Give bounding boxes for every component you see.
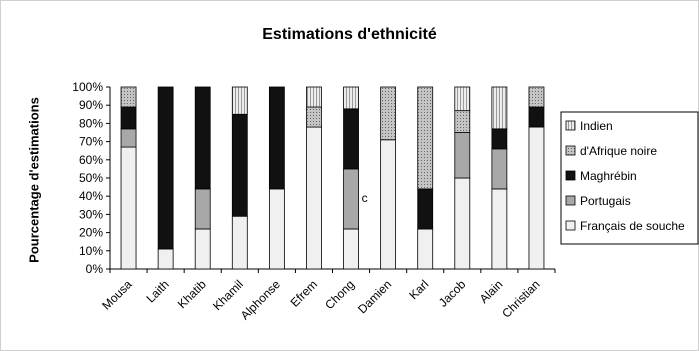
bar-segment — [491, 86, 508, 130]
bar-segment — [491, 128, 508, 150]
bar-segment — [194, 86, 211, 190]
legend-label: Portugais — [580, 194, 631, 208]
x-tick-label: Alain — [477, 277, 506, 306]
chart-title: Estimations d'ethnicité — [262, 26, 437, 43]
bar-segment — [454, 110, 471, 133]
y-tick-label: 10% — [79, 244, 103, 258]
annotation-text: c — [362, 191, 368, 205]
bar-segment — [343, 108, 359, 170]
y-tick-label: 30% — [79, 207, 103, 221]
bar-segment — [417, 188, 434, 230]
bar-segment — [306, 106, 322, 128]
bar-segment — [194, 228, 211, 270]
bar-segment — [380, 86, 397, 141]
axes: 0% 10% 20% 30% 40% 50% 60% 70% 80% 90% 100% — [72, 80, 556, 276]
legend-label: Français de souche — [580, 219, 685, 233]
bar-segment — [528, 86, 545, 108]
bar-segment — [120, 146, 137, 270]
legend-label: Maghrébin — [580, 169, 637, 183]
bar-segment — [194, 188, 211, 230]
bar-segment — [157, 248, 174, 270]
bar-segment — [417, 86, 434, 190]
bar-segment — [343, 228, 359, 270]
x-tick-label: Jacob — [436, 277, 469, 310]
x-tick-label: Chong — [322, 277, 357, 312]
bar-segment — [380, 139, 397, 270]
bar-segment — [231, 86, 248, 115]
y-tick-label: 0% — [86, 262, 104, 276]
x-tick-label: Damien — [355, 277, 394, 316]
bar-segment — [343, 168, 359, 230]
bar-segment — [491, 188, 508, 270]
bar-segment — [454, 177, 471, 270]
bar-segment — [120, 128, 137, 148]
x-tick-label: Karl — [406, 277, 431, 302]
bar-segment — [268, 86, 285, 190]
legend-label: Indien — [580, 119, 613, 133]
bar-segment — [268, 188, 285, 270]
bar-segment — [528, 126, 545, 270]
bar-segment — [306, 86, 322, 108]
legend-label: d'Afrique noire — [580, 144, 657, 158]
y-tick-label: 40% — [79, 189, 103, 203]
bar-segment — [120, 106, 137, 130]
y-tick-label: 80% — [79, 116, 103, 130]
y-tick-label: 50% — [79, 171, 103, 185]
legend-swatch — [565, 145, 576, 156]
legend-swatch — [565, 195, 576, 206]
x-tick-label: Alphonse — [238, 277, 284, 323]
bar-segment — [231, 113, 248, 217]
y-tick-label: 90% — [79, 98, 103, 112]
bar-segment — [528, 106, 545, 128]
legend-swatch — [565, 120, 576, 131]
y-tick-label: 100% — [72, 80, 103, 94]
y-tick-label: 60% — [79, 153, 103, 167]
x-tick-label: Khamil — [210, 277, 246, 313]
x-tick-label: Mousa — [99, 277, 135, 313]
x-tick-label: Laith — [143, 277, 171, 305]
legend: Indien d'Afrique noire Maghrébin Portugais F… — [560, 111, 699, 245]
bar-segment — [417, 228, 434, 270]
bar-segment — [343, 86, 359, 110]
legend-swatch — [565, 170, 576, 181]
bar-segment — [157, 86, 174, 250]
legend-box — [560, 111, 699, 245]
annotation: c — [362, 191, 368, 205]
x-tick-label: Efrem — [288, 277, 321, 310]
x-tick-label: Khatib — [175, 277, 209, 311]
x-tick-label: Christian — [499, 277, 542, 320]
bar-segment — [454, 132, 471, 179]
bar-segment — [454, 86, 471, 112]
bar-segment — [306, 126, 322, 270]
bar-segment — [491, 148, 508, 190]
bar-segment — [231, 215, 248, 270]
y-tick-label: 70% — [79, 135, 103, 149]
bar-segment — [120, 86, 137, 108]
legend-swatch — [565, 220, 576, 231]
bars — [120, 86, 545, 270]
y-tick-label: 20% — [79, 226, 103, 240]
